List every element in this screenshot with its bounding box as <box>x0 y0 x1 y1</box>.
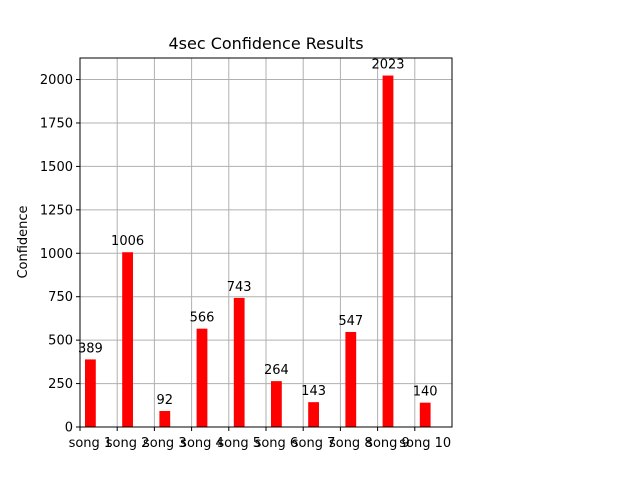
bar-value-label: 389 <box>78 341 103 356</box>
x-tick-label: song 4 <box>180 436 224 451</box>
x-tick-label: song 5 <box>217 436 261 451</box>
bar-value-label: 547 <box>338 314 363 329</box>
bar-value-label: 143 <box>301 384 326 399</box>
bars <box>85 75 431 428</box>
bar <box>85 359 96 427</box>
y-tick-label: 2000 <box>40 73 73 88</box>
bar <box>271 381 282 427</box>
y-tick-label: 1500 <box>40 160 73 175</box>
bar-value-label: 2023 <box>371 58 404 73</box>
data-labels: 389 1006 92 566 743 264 143 547 2023 140 <box>78 58 438 408</box>
y-axis-ticks: 0 250 500 750 1000 1250 1500 1750 2000 <box>40 73 80 436</box>
y-tick-label: 500 <box>48 334 73 349</box>
bar <box>159 411 171 427</box>
bar-value-label: 1006 <box>111 234 144 249</box>
bar <box>122 252 133 427</box>
x-tick-label: song 7 <box>292 436 336 451</box>
chart-title: 4sec Confidence Results <box>168 34 363 53</box>
bar <box>345 331 357 427</box>
x-tick-label: song 2 <box>106 436 150 451</box>
y-tick-label: 250 <box>48 377 73 392</box>
bar <box>233 297 245 427</box>
bar <box>419 402 431 427</box>
bar <box>308 402 319 427</box>
x-tick-label: song 6 <box>255 436 299 451</box>
y-axis-label: Confidence <box>16 205 31 278</box>
bar-value-label: 264 <box>264 363 289 378</box>
bar <box>382 75 394 428</box>
y-tick-label: 0 <box>65 421 73 436</box>
bar <box>196 328 208 427</box>
x-tick-label: song 1 <box>69 436 113 451</box>
y-tick-label: 1250 <box>40 203 73 218</box>
x-tick-label: song 3 <box>143 436 187 451</box>
y-tick-label: 1750 <box>40 116 73 131</box>
bar-value-label: 743 <box>227 280 252 295</box>
x-tick-label: song 8 <box>329 436 373 451</box>
x-tick-label: song 9 <box>366 436 410 451</box>
bar-value-label: 566 <box>190 311 215 326</box>
y-tick-label: 1000 <box>40 247 73 262</box>
x-tick-label: song 10 <box>399 436 451 451</box>
bar-value-label: 140 <box>413 385 438 400</box>
y-tick-label: 750 <box>48 290 73 305</box>
bar-value-label: 92 <box>157 393 174 408</box>
